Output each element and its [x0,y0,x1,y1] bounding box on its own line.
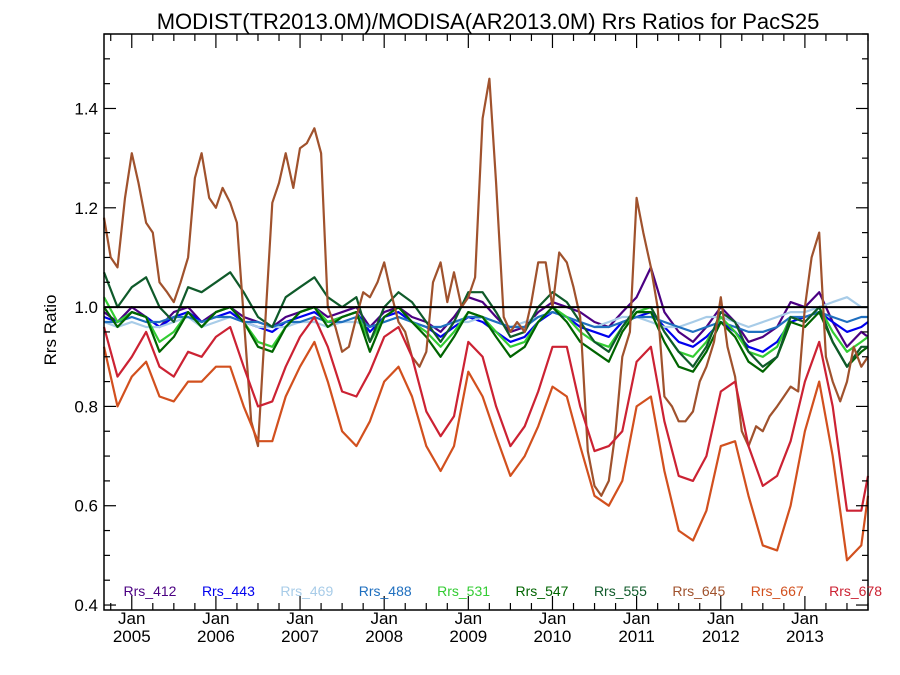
series-line-rrs-678 [102,315,870,512]
y-axis-label: Rrs Ratio [41,295,60,366]
legend-entry-rrs-555: Rrs_555 [594,583,647,599]
y-tick-label: 0.6 [74,497,98,516]
x-tick-month-label: Jan [791,609,818,628]
x-tick-year-label: 2013 [786,627,824,646]
x-tick-month-label: Jan [707,609,734,628]
legend-entry-rrs-531: Rrs_531 [437,583,490,599]
series-line-rrs-547 [103,306,869,373]
y-tick-label: 1.4 [74,99,98,118]
chart-title: MODIST(TR2013.0M)/MODISA(AR2013.0M) Rrs … [157,9,820,34]
y-tick-label: 1.0 [74,298,98,317]
series-line-rrs-555 [102,271,868,368]
legend-entry-rrs-678: Rrs_678 [829,583,882,599]
plot-frame [103,33,869,611]
x-tick-year-label: 2008 [365,627,403,646]
x-tick-month-label: Jan [202,609,229,628]
legend: Rrs_412 Rrs_443 Rrs_469 Rrs_488 Rrs_531 Rrs_5… [124,583,883,599]
legend-entry-rrs-469: Rrs_469 [280,583,333,599]
x-tick-year-label: 2009 [449,627,487,646]
legend-entry-rrs-443: Rrs_443 [202,583,255,599]
x-tick-year-label: 2012 [702,627,740,646]
legend-entry-rrs-547: Rrs_547 [516,583,569,599]
series-layer [102,77,870,562]
x-tick-year-label: 2007 [281,627,319,646]
legend-entry-rrs-667: Rrs_667 [751,583,804,599]
legend-entry-rrs-645: Rrs_645 [672,583,725,599]
x-tick-month-label: Jan [286,609,313,628]
x-tick-year-label: 2006 [197,627,235,646]
legend-entry-rrs-412: Rrs_412 [124,583,177,599]
x-tick-year-label: 2010 [534,627,572,646]
x-tick-month-label: Jan [455,609,482,628]
y-tick-label: 0.8 [74,397,98,416]
x-tick-year-label: 2005 [113,627,151,646]
series-line-rrs-667 [102,340,870,562]
x-tick-year-label: 2011 [618,627,655,646]
series-line-rrs-645 [102,77,869,497]
x-tick-month-label: Jan [370,609,397,628]
x-tick-month-label: Jan [539,609,566,628]
y-tick-label: 0.4 [74,596,98,615]
x-tick-month-label: Jan [623,609,650,628]
legend-entry-rrs-488: Rrs_488 [359,583,412,599]
x-tick-month-label: Jan [118,609,145,628]
y-tick-label: 1.2 [74,199,98,218]
ticks-layer: 0.40.60.81.01.21.4Jan2005Jan2006Jan2007J… [74,33,869,646]
series-line-rrs-488 [104,311,868,333]
